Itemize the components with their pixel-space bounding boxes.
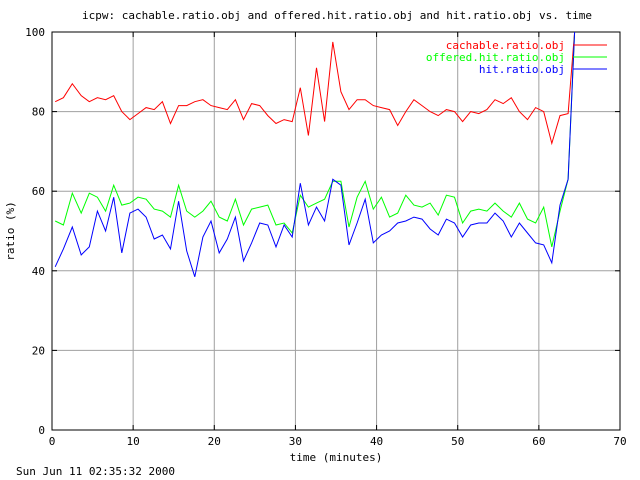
x-tick-labels: 0 10 20 30 40 50 60 70 [49, 435, 627, 448]
legend: cachable.ratio.objoffered.hit.ratio.objh… [426, 39, 607, 76]
y-tick-label: 60 [32, 185, 45, 198]
series-lines [54, 31, 576, 277]
x-axis-label: time (minutes) [290, 451, 383, 464]
grid [51, 31, 621, 431]
y-tick-label: 20 [32, 344, 45, 357]
chart-title: icpw: cachable.ratio.obj and offered.hit… [82, 9, 592, 22]
timestamp-footer: Sun Jun 11 02:35:32 2000 [16, 465, 175, 478]
series-line-offered-hit-ratio-obj [54, 31, 576, 248]
y-axis-label: ratio (%) [4, 201, 17, 261]
x-tick-label: 70 [613, 435, 626, 448]
y-tick-label: 40 [32, 265, 45, 278]
x-tick-label: 60 [532, 435, 545, 448]
y-tick-label: 100 [25, 26, 45, 39]
x-tick-label: 30 [289, 435, 302, 448]
y-tick-label: 0 [38, 424, 45, 437]
x-tick-label: 40 [370, 435, 383, 448]
x-tick-label: 0 [49, 435, 56, 448]
series-line-cachable-ratio-obj [54, 31, 576, 146]
plot-frame [51, 31, 621, 431]
x-tick-label: 10 [127, 435, 140, 448]
legend-label: cachable.ratio.obj [446, 39, 565, 52]
legend-label: hit.ratio.obj [479, 63, 565, 76]
series-line-hit-ratio-obj [54, 31, 576, 277]
y-tick-labels: 0 20 40 60 80 100 [25, 26, 45, 437]
legend-label: offered.hit.ratio.obj [426, 51, 565, 64]
y-tick-label: 80 [32, 106, 45, 119]
x-tick-label: 50 [451, 435, 464, 448]
x-tick-label: 20 [208, 435, 221, 448]
